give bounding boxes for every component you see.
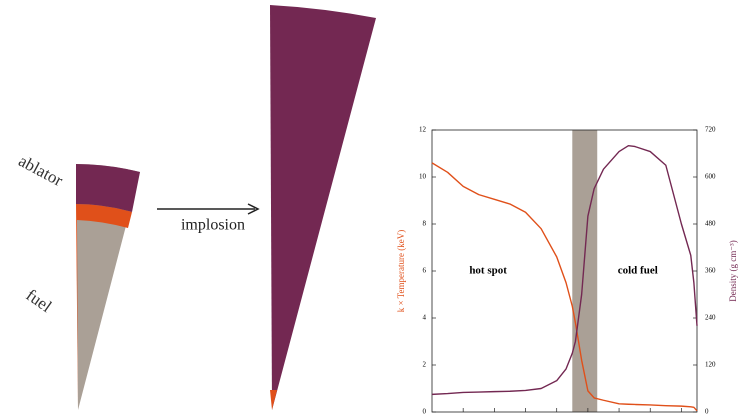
y2-tick-label: 360 <box>705 267 716 275</box>
ablator-label: ablator <box>15 151 66 190</box>
y-tick-label: 4 <box>423 314 427 322</box>
y-tick-label: 2 <box>423 361 427 369</box>
diagram: ablator fuel implosion <box>15 5 376 410</box>
y-tick-label: 8 <box>423 220 427 228</box>
y2-tick-label: 120 <box>705 361 716 369</box>
shaded-region <box>572 130 598 412</box>
compressed-hot-layer <box>270 390 277 410</box>
y-tick-label: 6 <box>423 267 427 275</box>
annotation: cold fuel <box>618 265 658 277</box>
compressed-wedge <box>270 5 376 410</box>
y-axis-label: k × Temperature (keV) <box>396 230 406 313</box>
annotation: hot spot <box>469 265 507 277</box>
y-tick-label: 12 <box>419 126 427 134</box>
fuel-label: fuel <box>23 285 56 316</box>
series-line <box>431 162 698 412</box>
y2-tick-label: 480 <box>705 220 716 228</box>
y-tick-label: 10 <box>419 173 427 181</box>
y2-tick-label: 720 <box>705 126 716 134</box>
y2-tick-label: 600 <box>705 173 716 181</box>
implosion-label: implosion <box>181 217 245 234</box>
ablator-inner-layer <box>76 204 132 410</box>
y2-axis-label: Density (g cm⁻³) <box>728 240 738 301</box>
arrow-head <box>247 203 260 215</box>
y-tick-label: 0 <box>423 408 427 415</box>
y2-tick-label: 0 <box>705 408 709 415</box>
y2-tick-label: 240 <box>705 314 716 322</box>
ablator-layer <box>76 164 140 212</box>
chart: 1020304050607080024681012012024036048060… <box>396 126 738 415</box>
series-line <box>431 144 698 396</box>
